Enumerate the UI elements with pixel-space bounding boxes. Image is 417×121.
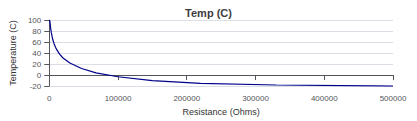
- svg-text:200000: 200000: [173, 94, 200, 103]
- svg-text:100: 100: [28, 16, 42, 25]
- svg-text:Temperature (C): Temperature (C): [8, 20, 18, 86]
- svg-text:-20: -20: [30, 82, 42, 91]
- svg-text:Resistance (Ohms): Resistance (Ohms): [183, 107, 260, 117]
- svg-text:500000: 500000: [380, 94, 407, 103]
- svg-text:40: 40: [32, 49, 41, 58]
- svg-text:400000: 400000: [311, 94, 338, 103]
- svg-text:80: 80: [32, 27, 41, 36]
- svg-text:Temp (C): Temp (C): [185, 7, 232, 19]
- svg-text:20: 20: [32, 60, 41, 69]
- svg-text:0: 0: [47, 94, 52, 103]
- svg-text:60: 60: [32, 38, 41, 47]
- svg-text:100000: 100000: [105, 94, 132, 103]
- svg-text:300000: 300000: [242, 94, 269, 103]
- svg-text:0: 0: [37, 71, 42, 80]
